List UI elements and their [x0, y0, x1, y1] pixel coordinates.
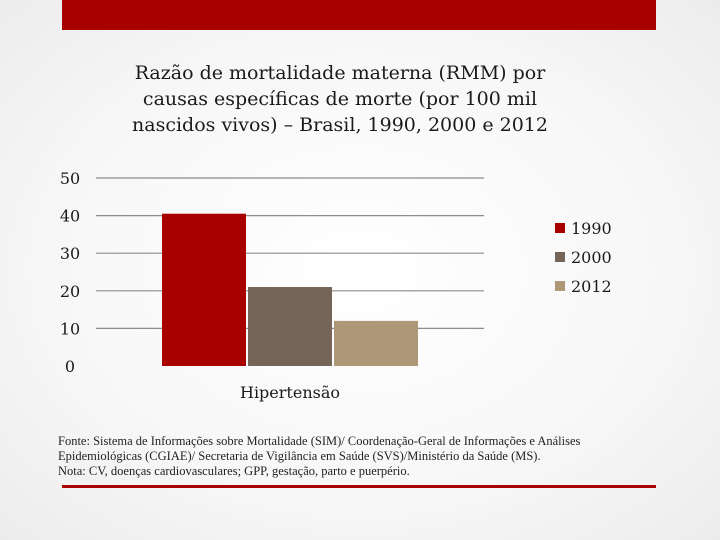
legend-swatch-2012 — [555, 281, 565, 291]
y-tick-label: 10 — [60, 319, 80, 338]
legend: 1990 2000 2012 — [555, 219, 612, 296]
y-tick-label: 30 — [60, 244, 80, 263]
bar-2000 — [248, 287, 332, 366]
bar-chart: 0 10 20 30 40 50 Hipertensão 1990 2000 2012 — [60, 169, 612, 402]
y-tick-label: 0 — [65, 357, 75, 376]
y-tick-label: 20 — [60, 282, 80, 301]
legend-label: 1990 — [571, 219, 612, 238]
footer-accent-line — [62, 485, 656, 488]
chart-title: Razão de mortalidade materna (RMM) por c… — [80, 60, 600, 138]
footnote-line: Epidemiológicas (CGIAE)/ Secretaria de V… — [58, 449, 541, 463]
y-tick-label: 50 — [60, 169, 80, 188]
header-accent-bar — [62, 0, 656, 30]
bar-1990 — [162, 213, 246, 366]
legend-swatch-1990 — [555, 223, 565, 233]
chart-title-line: causas específicas de morte (por 100 mil — [142, 88, 538, 110]
y-axis-tick-labels: 0 10 20 30 40 50 — [60, 169, 80, 376]
source-footnote: Fonte: Sistema de Informações sobre Mort… — [58, 434, 678, 479]
footnote-line: Fonte: Sistema de Informações sobre Mort… — [58, 434, 581, 448]
chart-title-line: Razão de mortalidade materna (RMM) por — [134, 62, 546, 84]
legend-swatch-2000 — [555, 252, 565, 262]
x-axis-category-labels: Hipertensão — [240, 383, 340, 402]
chart-title-line: nascidos vivos) – Brasil, 1990, 2000 e 2… — [132, 114, 548, 136]
legend-label: 2000 — [571, 248, 612, 267]
x-category-label: Hipertensão — [240, 383, 340, 402]
footnote-line: Nota: CV, doenças cardiovasculares; GPP,… — [58, 464, 410, 478]
legend-label: 2012 — [571, 277, 612, 296]
bars — [162, 213, 418, 366]
bar-2012 — [334, 320, 418, 366]
y-tick-label: 40 — [60, 207, 80, 226]
